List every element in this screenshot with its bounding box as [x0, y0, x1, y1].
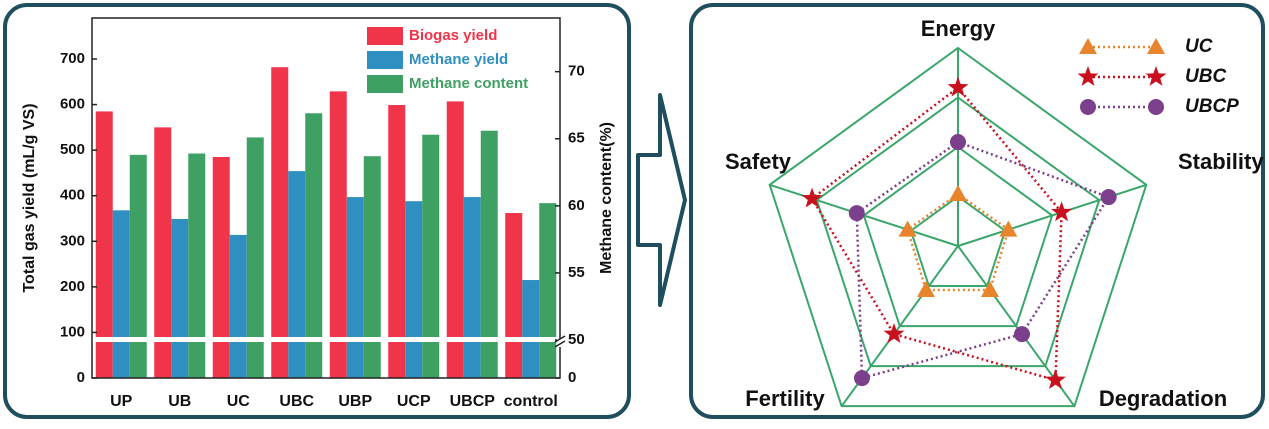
bar: [246, 137, 264, 378]
bar: [346, 197, 364, 378]
y-tick-label: 100: [60, 323, 85, 340]
marker: [1045, 369, 1066, 390]
bar: [188, 153, 206, 378]
marker: [949, 185, 967, 202]
grid-ring: [815, 96, 1101, 368]
legend-label: UBC: [1185, 66, 1226, 87]
marker: [947, 76, 969, 97]
bar: [154, 127, 172, 378]
bar: [480, 130, 498, 378]
bar: [388, 105, 406, 379]
series-line: [810, 85, 1063, 382]
marker: [950, 134, 966, 151]
bar: [405, 201, 423, 378]
axis-label: Safety: [725, 149, 792, 174]
marker: [1148, 99, 1164, 115]
bar: [363, 156, 381, 378]
marker: [898, 220, 917, 237]
bar: [212, 156, 230, 378]
marker: [1100, 189, 1117, 206]
axis-label: Stability: [1178, 149, 1264, 174]
marker: [1079, 38, 1097, 54]
marker: [1051, 201, 1073, 222]
y2-tick-label: 65: [568, 130, 585, 147]
bar: [522, 280, 540, 378]
legend-label: Methane content: [409, 75, 528, 92]
legend-swatch: [367, 51, 403, 69]
marker: [1077, 66, 1099, 86]
marker: [1014, 326, 1031, 343]
marker: [883, 323, 905, 344]
legend-label: Biogas yield: [409, 27, 497, 44]
legend-swatch: [367, 75, 403, 93]
y2-axis-label: Methane content(%): [598, 122, 615, 274]
grid-ring: [909, 195, 1007, 288]
bar: [422, 134, 440, 378]
arrow: [636, 93, 687, 307]
bar: [539, 203, 557, 378]
bar: [112, 210, 130, 378]
bar: [129, 154, 147, 378]
bar: [329, 91, 347, 378]
bar: [271, 67, 289, 379]
x-tick-label: UB: [168, 393, 191, 410]
x-tick-label: UCP: [397, 393, 431, 410]
axis-break: [93, 337, 559, 342]
x-tick-label: UBC: [279, 393, 314, 410]
marker: [1147, 38, 1165, 54]
y2-tick-label: 60: [568, 197, 585, 214]
marker: [848, 205, 865, 222]
marker: [1080, 99, 1096, 115]
bar: [229, 234, 247, 378]
bar: [446, 101, 464, 379]
break-mark: [554, 340, 566, 348]
y-tick-label: 0: [77, 369, 85, 386]
marker: [801, 187, 823, 208]
bar: [288, 171, 306, 378]
y-tick-label: 600: [60, 96, 85, 113]
y2-tick-label: 0: [568, 369, 576, 386]
y-axis-label: Total gas yield (mL/g VS): [21, 103, 38, 292]
legend-swatch: [367, 27, 403, 45]
x-tick-label: UBP: [338, 393, 372, 410]
bar: [95, 111, 113, 378]
legend-label: Methane yield: [409, 51, 508, 68]
marker: [999, 220, 1018, 237]
legend-label: UC: [1185, 36, 1213, 57]
bar: [505, 213, 523, 378]
x-tick-label: UBCP: [450, 393, 496, 410]
marker: [981, 281, 1000, 298]
y2-tick-label: 70: [568, 63, 585, 80]
axis-label: Energy: [921, 16, 996, 41]
plot-frame: [91, 17, 561, 379]
y-tick-label: 400: [60, 187, 85, 204]
y-tick-label: 500: [60, 141, 85, 158]
x-tick-label: control: [504, 393, 558, 410]
legend-label: UBCP: [1185, 96, 1239, 117]
marker: [916, 281, 935, 298]
marker: [853, 370, 870, 387]
axis-label: Fertility: [745, 386, 825, 411]
x-tick-label: UC: [227, 393, 251, 410]
break-mark: [554, 335, 566, 343]
y-tick-label: 200: [60, 278, 85, 295]
y-tick-label: 700: [60, 50, 85, 67]
grid-ring: [862, 145, 1054, 328]
grid-ring: [768, 46, 1148, 408]
bar: [463, 197, 481, 378]
axis-label: Degradation: [1099, 386, 1227, 411]
marker: [1145, 66, 1167, 86]
y-tick-label: 300: [60, 232, 85, 249]
y2-tick-label: 55: [568, 264, 585, 281]
break-gap: [557, 339, 563, 347]
series-line: [855, 140, 1111, 380]
y2-tick-label: 50: [568, 331, 585, 348]
bar: [305, 113, 323, 378]
bar: [171, 218, 189, 378]
x-tick-label: UP: [110, 393, 133, 410]
series-line: [906, 192, 1010, 292]
